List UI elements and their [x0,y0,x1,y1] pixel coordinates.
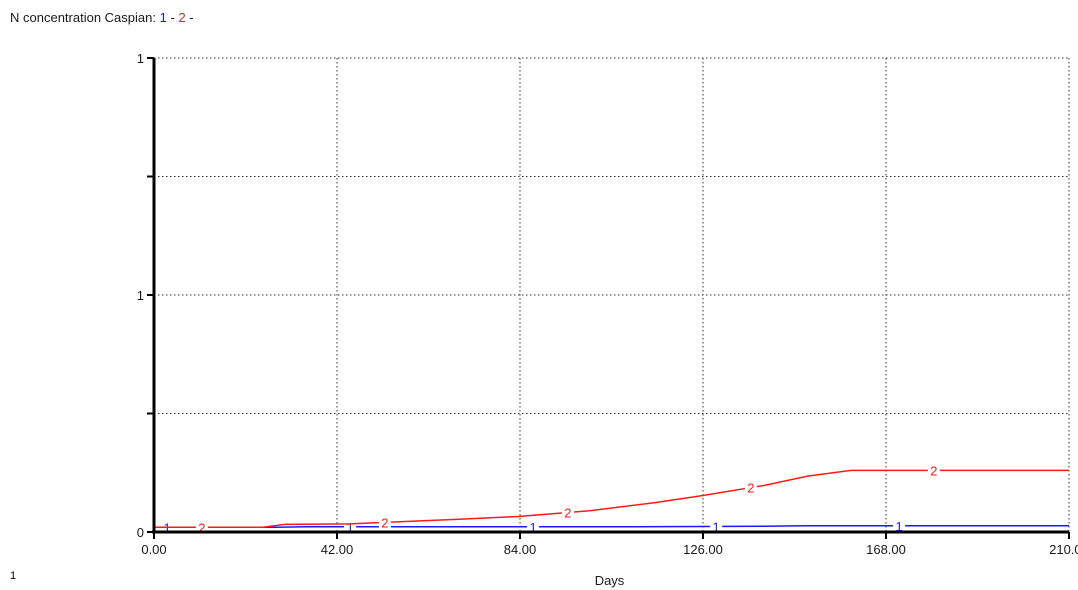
series-line-2 [154,469,1069,529]
series-marker-2: 2 [930,463,937,478]
series-marker-1: 1 [529,520,536,535]
series-marker-1: 1 [895,519,902,534]
y-tick-label: 0 [137,525,144,540]
chart-title-text: N concentration Caspian: [10,10,156,25]
x-tick-label: 126.00 [683,542,723,557]
x-tick-label: 84.00 [504,542,537,557]
y-tick-label: 1 [137,51,144,66]
series-marker-2: 2 [381,515,388,530]
series-marker-bg [710,518,723,533]
tick-labels: 0.00 42.00 84.00 126.00 168.00 210.00 0 1 1 [137,51,1078,557]
series-marker-bg [195,519,208,534]
x-tick-label: 210.00 [1049,542,1078,557]
x-tick-label: 42.00 [321,542,354,557]
series-marker-bg [344,518,357,533]
series-marker-bg [378,514,391,529]
series-line-1 [154,525,1069,529]
legend-marker-series-2: 2 [178,10,186,25]
series-marker-bg [161,519,174,534]
series-marker-bg [927,462,940,477]
chart-title: N concentration Caspian: 1 - 2 - [10,10,194,25]
series-marker-bg [893,517,906,532]
x-tick-label: 0.00 [141,542,166,557]
series-marker-2: 2 [747,481,754,496]
grid [154,57,1070,532]
x-tick-label: 168.00 [866,542,906,557]
series-marker-1: 1 [712,519,719,534]
series-marker-bg [744,479,757,494]
series-marker-bg [561,504,574,519]
y-tick-label: 1 [137,288,144,303]
legend-trailing: - [189,10,194,25]
page-label: 1 [10,570,17,582]
series-marker-1: 1 [346,520,353,535]
series-marker-2: 2 [198,520,205,535]
x-axis-title: Days [595,573,625,588]
legend-separator: - [170,10,175,25]
series-marker-2: 2 [564,505,571,520]
legend-marker-series-1: 1 [159,10,167,25]
axes [147,57,1070,539]
series-marker-bg [527,518,540,533]
